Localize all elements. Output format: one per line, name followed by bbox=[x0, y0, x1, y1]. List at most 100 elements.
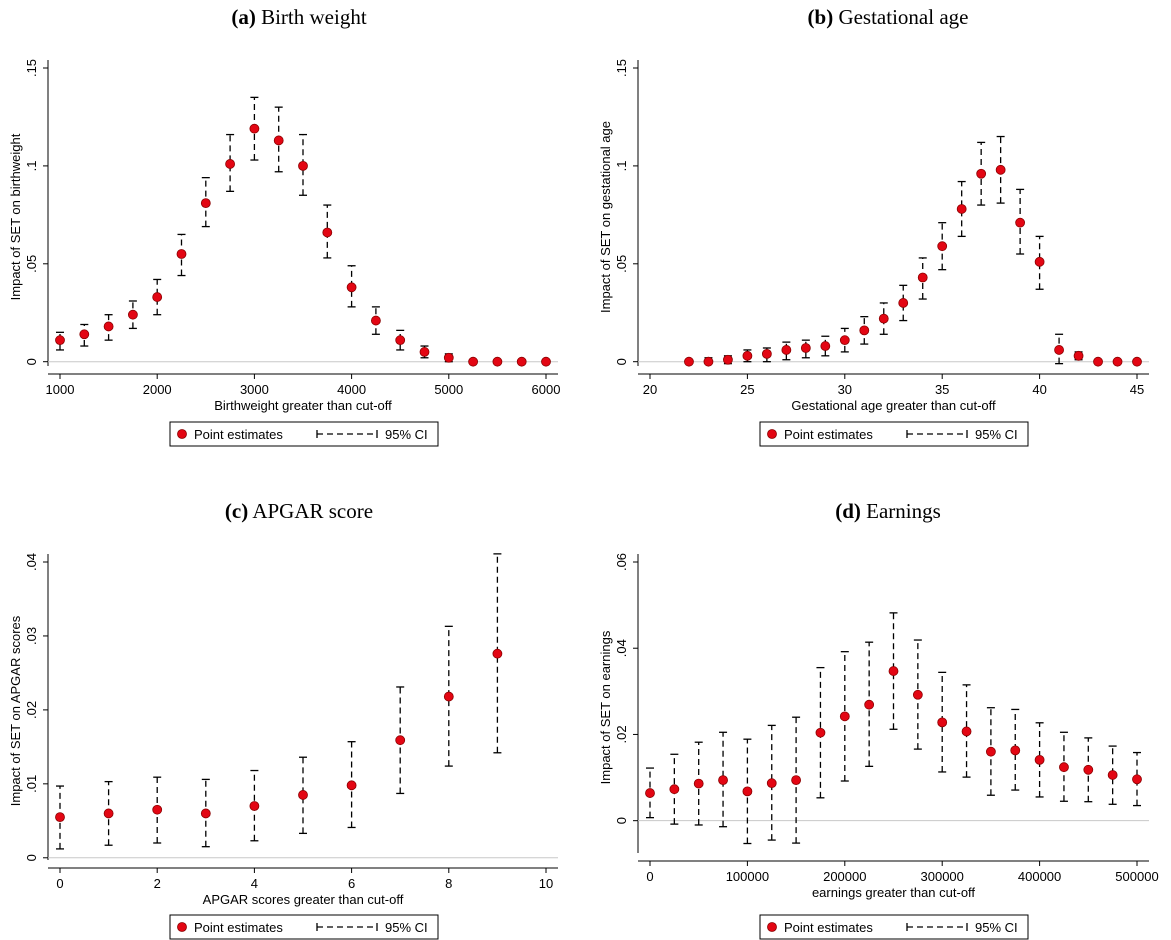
point-estimate bbox=[492, 648, 503, 659]
point-estimate bbox=[718, 775, 728, 786]
point-estimate bbox=[645, 788, 655, 798]
point-estimate bbox=[800, 343, 811, 353]
panel-tag: (b) bbox=[808, 5, 834, 29]
point-estimate bbox=[443, 691, 454, 702]
x-tick-label: 45 bbox=[1130, 382, 1144, 397]
x-axis-label: earnings greater than cut-off bbox=[812, 885, 975, 900]
point-estimate bbox=[864, 699, 875, 710]
legend-point-marker bbox=[177, 922, 187, 932]
y-tick-label: .01 bbox=[24, 775, 39, 793]
x-tick-label: 0 bbox=[56, 876, 63, 891]
panel-title: (d) Earnings bbox=[835, 499, 941, 523]
point-estimate bbox=[225, 159, 236, 169]
legend-box bbox=[169, 421, 439, 447]
point-estimate bbox=[200, 198, 211, 208]
panel-title: (b) Gestational age bbox=[808, 5, 969, 29]
y-tick-label: 0 bbox=[614, 358, 629, 365]
panel-title-text: Birth weight bbox=[256, 5, 367, 29]
x-tick-label: 8 bbox=[445, 876, 452, 891]
panel-b: (b) Gestational age 0 .05 .1 .15 20 25 30 35 40 45… bbox=[598, 5, 1149, 447]
point-estimate bbox=[961, 726, 972, 737]
panel-tag: (d) bbox=[835, 499, 861, 523]
point-estimate bbox=[723, 354, 733, 365]
point-estimate bbox=[492, 356, 503, 367]
point-estimate bbox=[249, 123, 260, 134]
point-estimate bbox=[956, 204, 967, 214]
point-estimate bbox=[995, 164, 1006, 175]
y-tick-label: .15 bbox=[614, 59, 629, 77]
x-tick-label: 400000 bbox=[1018, 869, 1061, 884]
point-estimate bbox=[815, 727, 826, 738]
y-tick-label: .06 bbox=[614, 553, 629, 571]
point-estimate bbox=[1083, 764, 1094, 775]
point-estimate bbox=[152, 292, 163, 302]
point-estimate bbox=[103, 808, 114, 819]
legend-point-label: Point estimates bbox=[194, 920, 283, 935]
legend-point-marker bbox=[177, 429, 187, 439]
y-tick-label: .02 bbox=[24, 701, 39, 719]
panel-title: (c) APGAR score bbox=[225, 499, 373, 523]
x-tick-label: 100000 bbox=[726, 869, 769, 884]
y-tick-label: .1 bbox=[614, 160, 629, 171]
y-axis-label: Impact of SET on birthweight bbox=[8, 133, 23, 300]
panel-tag: (a) bbox=[231, 5, 256, 29]
panel-title-text: Gestational age bbox=[833, 5, 968, 29]
point-estimate bbox=[1132, 774, 1142, 785]
point-estimate bbox=[937, 717, 948, 728]
point-estimate bbox=[200, 808, 211, 819]
point-estimate bbox=[1112, 356, 1123, 367]
x-tick-label: 40 bbox=[1032, 382, 1046, 397]
point-estimate bbox=[766, 778, 777, 789]
x-tick-label: 4000 bbox=[337, 382, 366, 397]
panel-d: (d) Earnings 0 .02 .04 .06 0 100000 200000 30000… bbox=[598, 499, 1159, 940]
x-tick-label: 500000 bbox=[1115, 869, 1158, 884]
panel-tag: (c) bbox=[225, 499, 248, 523]
legend-ci-label: 95% CI bbox=[385, 427, 428, 442]
x-tick-label: 2000 bbox=[143, 382, 172, 397]
point-estimate bbox=[888, 666, 899, 676]
panel-c: (c) APGAR score 0 .01 .02 .03 .04 0 2 4 6 8 10 APGAR… bbox=[8, 499, 558, 940]
x-axis-label: Gestational age greater than cut-off bbox=[791, 398, 996, 413]
legend-point-label: Point estimates bbox=[194, 427, 283, 442]
legend-point-label: Point estimates bbox=[784, 920, 873, 935]
legend-point-label: Point estimates bbox=[784, 427, 873, 442]
point-estimate bbox=[1073, 350, 1084, 361]
y-tick-label: .04 bbox=[24, 553, 39, 571]
point-estimate bbox=[1015, 217, 1026, 228]
point-estimate bbox=[152, 804, 163, 815]
x-tick-label: 35 bbox=[935, 382, 949, 397]
point-estimate bbox=[703, 356, 714, 367]
y-tick-label: 0 bbox=[24, 854, 39, 861]
y-tick-label: .15 bbox=[24, 59, 39, 77]
point-estimate bbox=[986, 746, 996, 757]
x-tick-label: 3000 bbox=[240, 382, 269, 397]
y-tick-label: .1 bbox=[24, 160, 39, 171]
point-estimate bbox=[693, 778, 704, 789]
point-estimate bbox=[419, 347, 430, 357]
point-estimate bbox=[878, 313, 889, 324]
y-axis-label: Impact of SET on earnings bbox=[598, 630, 613, 784]
legend-ci-label: 95% CI bbox=[975, 920, 1018, 935]
point-estimate bbox=[742, 350, 753, 361]
legend-box bbox=[759, 914, 1029, 940]
point-estimate bbox=[684, 356, 694, 367]
point-estimate bbox=[541, 356, 551, 367]
legend: Point estimates 95% CI bbox=[169, 421, 439, 447]
legend: Point estimates 95% CI bbox=[169, 914, 439, 940]
legend-ci-label: 95% CI bbox=[385, 920, 428, 935]
point-estimate bbox=[1059, 762, 1069, 773]
point-estimate bbox=[937, 241, 948, 252]
x-tick-label: 0 bbox=[646, 869, 653, 884]
point-estimate bbox=[742, 786, 753, 797]
point-estimate bbox=[1034, 754, 1045, 765]
y-tick-label: .05 bbox=[24, 255, 39, 273]
point-estimate bbox=[917, 272, 928, 283]
legend-box bbox=[759, 421, 1029, 447]
x-tick-label: 20 bbox=[643, 382, 657, 397]
point-estimate bbox=[55, 812, 65, 823]
point-estimate bbox=[127, 309, 138, 320]
point-estimate bbox=[322, 227, 333, 238]
y-tick-label: 0 bbox=[614, 817, 629, 824]
point-estimate bbox=[298, 790, 308, 800]
x-tick-label: 300000 bbox=[921, 869, 964, 884]
